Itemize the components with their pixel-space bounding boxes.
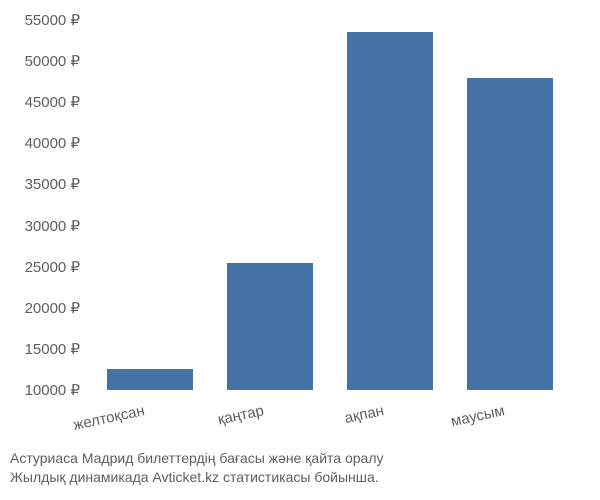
- caption-line-1: Астуриаса Мадрид билеттердің бағасы және…: [10, 449, 383, 469]
- y-tick-label: 25000 ₽: [25, 258, 80, 276]
- bar: [347, 32, 433, 390]
- x-axis-labels: желтоқсанқаңтарақпанмаусым: [90, 392, 570, 442]
- y-tick-label: 35000 ₽: [25, 175, 80, 193]
- bar: [227, 263, 313, 390]
- bar-chart: 10000 ₽ 15000 ₽ 20000 ₽ 25000 ₽ 30000 ₽ 35000…: [0, 0, 600, 500]
- y-tick-label: 30000 ₽: [25, 217, 80, 235]
- y-tick-label: 40000 ₽: [25, 134, 80, 152]
- caption-line-2: Жылдық динамикада Avticket.kz статистика…: [10, 468, 383, 488]
- x-tick-label: маусым: [449, 402, 506, 430]
- chart-caption: Астуриаса Мадрид билеттердің бағасы және…: [10, 449, 383, 488]
- x-tick-label: желтоқсан: [71, 402, 145, 434]
- y-axis: 10000 ₽15000 ₽20000 ₽25000 ₽30000 ₽35000…: [0, 20, 85, 390]
- plot-area: [90, 20, 570, 390]
- y-tick-label: 15000 ₽: [25, 340, 80, 358]
- bars-group: [90, 20, 570, 390]
- y-tick-label: 45000 ₽: [25, 93, 80, 111]
- y-tick-label: 50000 ₽: [25, 52, 80, 70]
- y-tick-label: 10000 ₽: [25, 381, 80, 399]
- x-tick-label: қаңтар: [217, 402, 266, 428]
- bar: [107, 369, 193, 390]
- y-tick-label: 20000 ₽: [25, 299, 80, 317]
- bar: [467, 78, 553, 390]
- y-tick-label: 55000 ₽: [25, 11, 80, 29]
- x-tick-label: ақпан: [343, 402, 385, 427]
